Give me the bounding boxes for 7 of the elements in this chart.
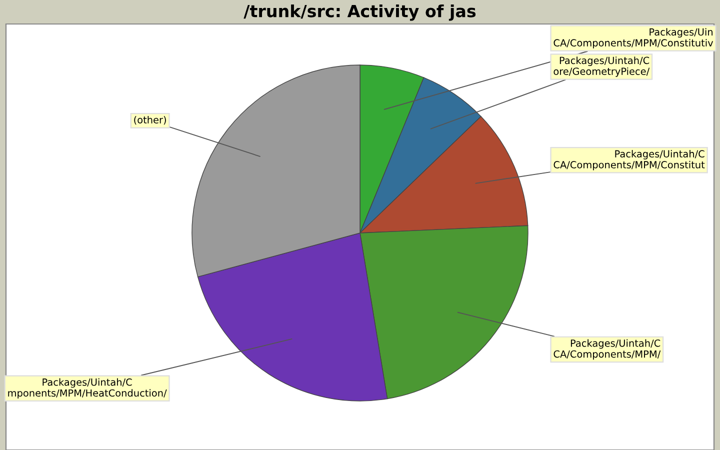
slice-label: (other) — [134, 116, 166, 125]
slice-label: Packages/Uintah/C mponents/MPM/HeatConduction/ — [8, 378, 167, 399]
slice-label: Packages/Uin CA/Components/MPM/Constitutiv — [554, 28, 714, 48]
slice-label: Packages/Uintah/C CA/Components/MPM/Constitut — [554, 150, 705, 170]
slice-label: Packages/Uintah/C CA/Components/MPM/ — [554, 339, 661, 360]
chart-title: /trunk/src: Activity of jas — [244, 4, 476, 21]
slice-label: Packages/Uintah/C ore/GeometryPiece/ — [554, 56, 650, 77]
